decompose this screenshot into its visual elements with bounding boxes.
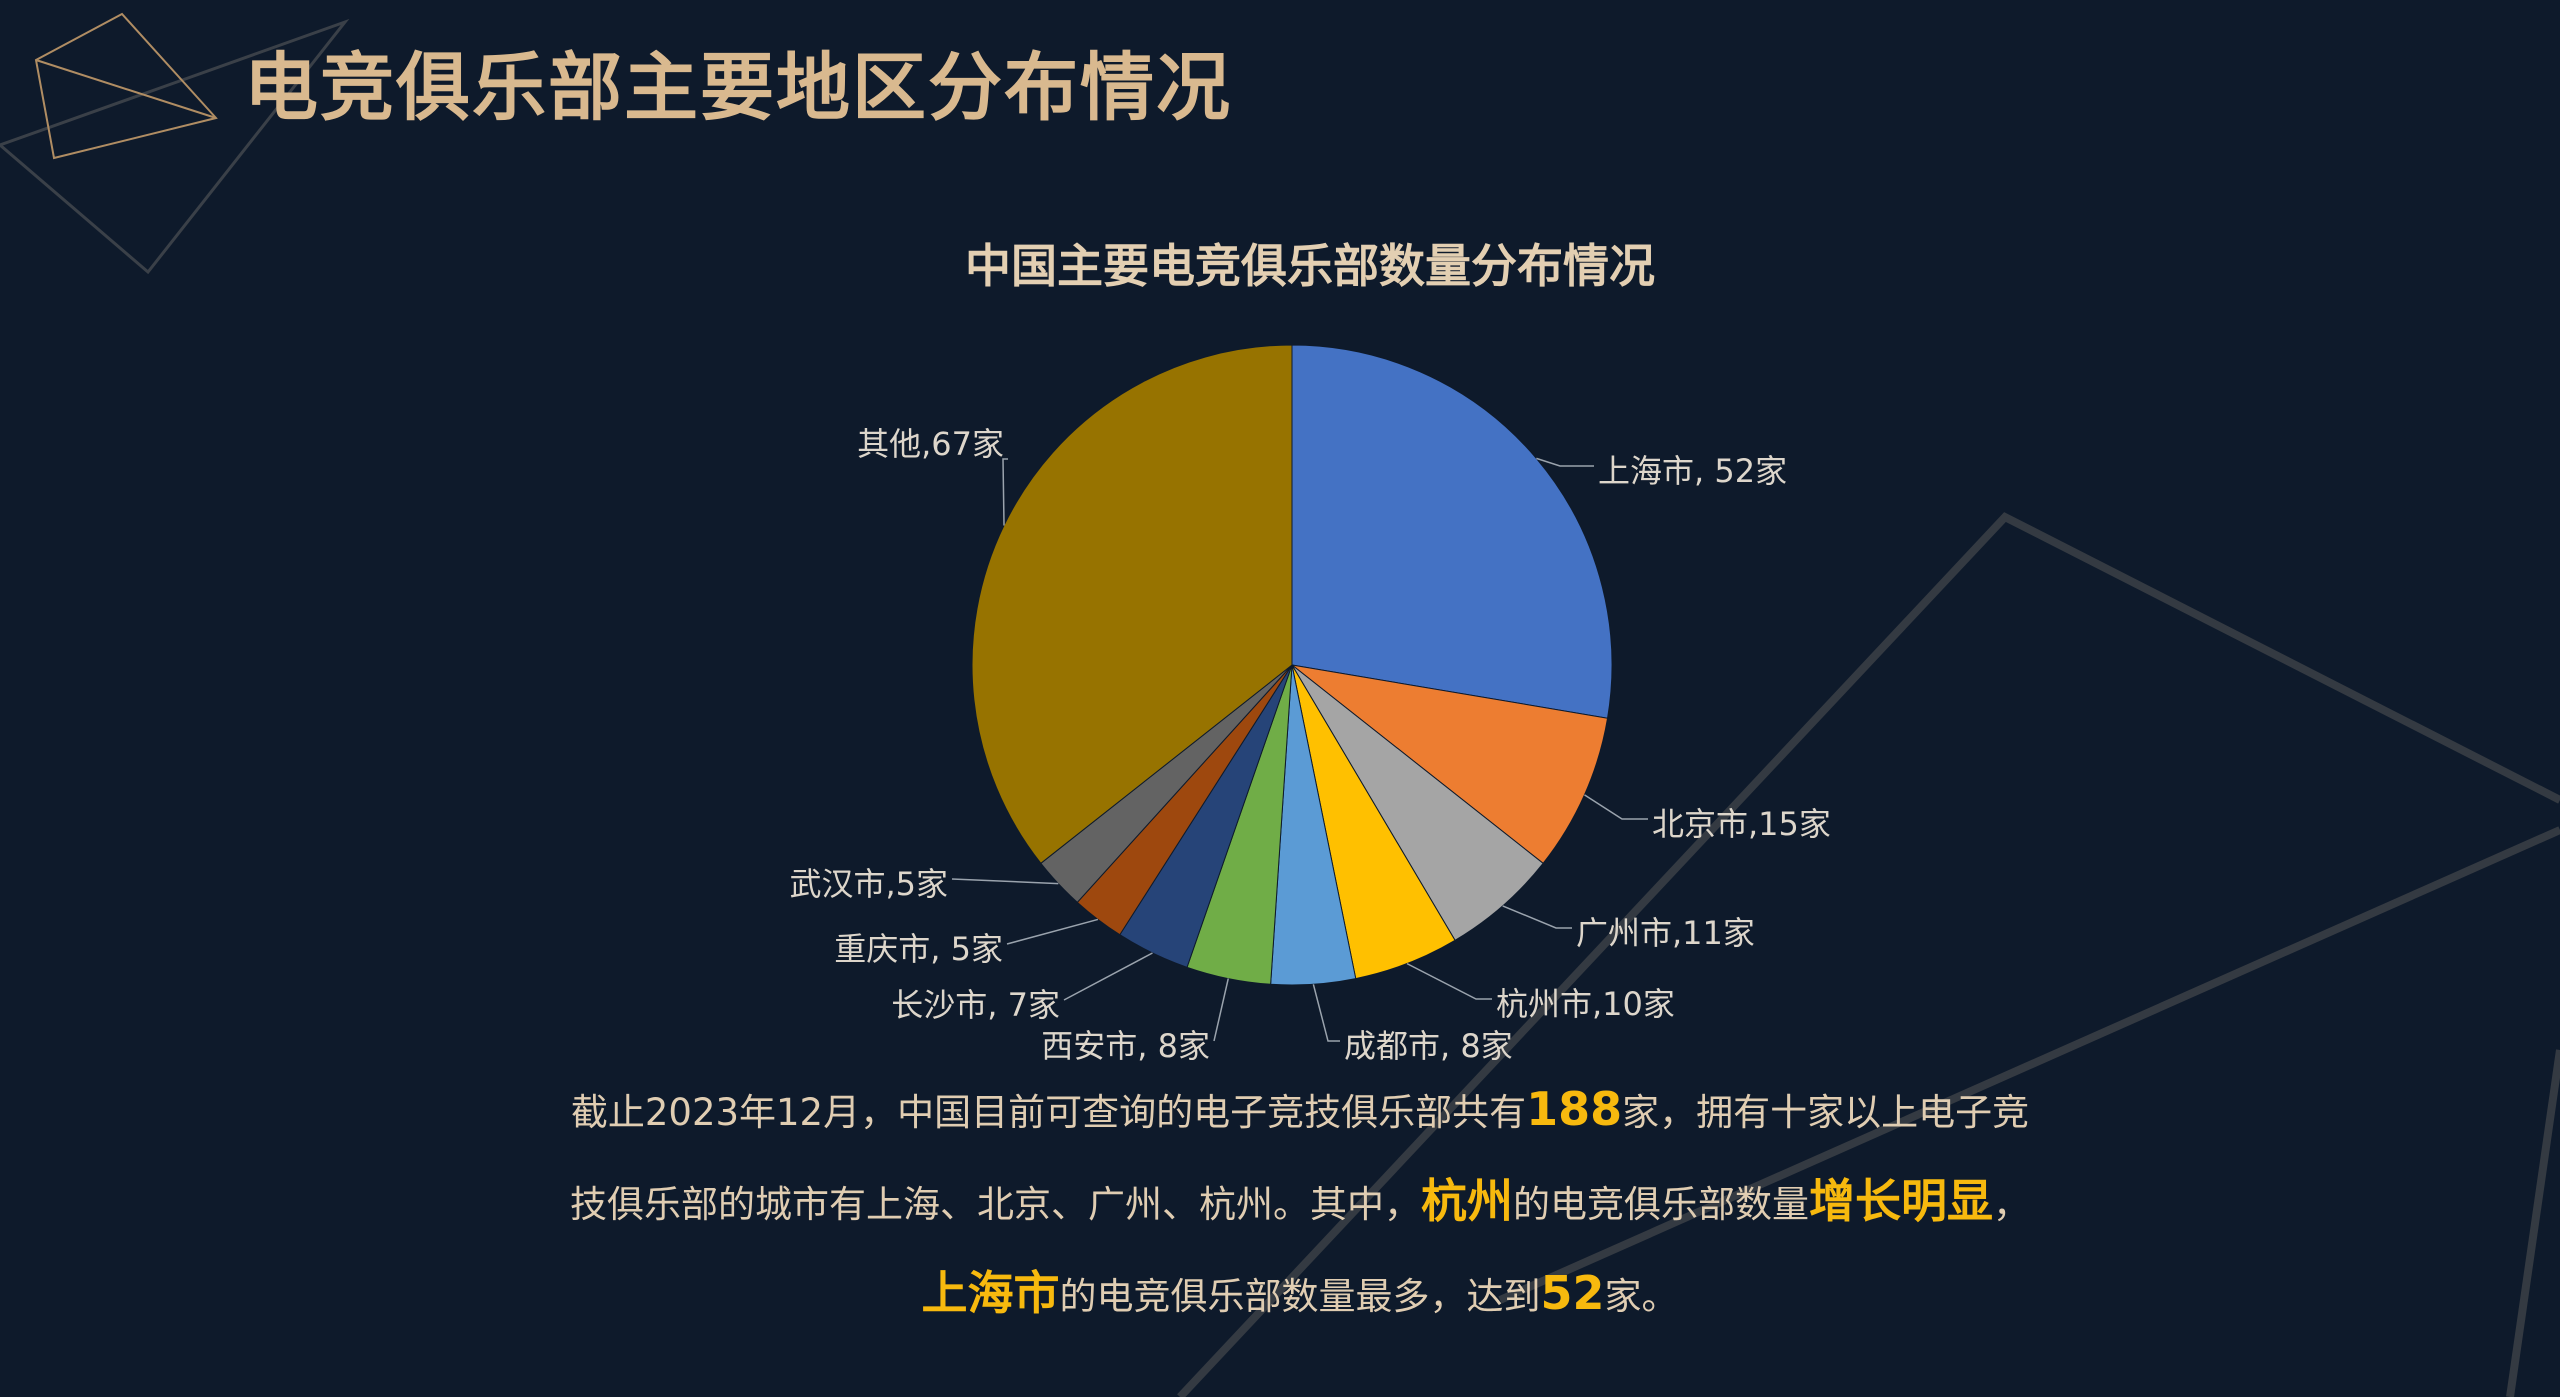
summary-line-3: 上海市的电竞俱乐部数量最多，达到52家。 [440,1249,2160,1341]
leader-line-7 [1006,918,1099,945]
page-title: 电竞俱乐部主要地区分布情况 [244,45,1232,131]
pie-slice-9 [971,344,1293,865]
data-label-4: 成都市, 8家 [1344,1027,1513,1065]
deco-line [35,59,217,119]
summary-text: 家。 [1604,1275,1679,1318]
data-label-8: 武汉市,5家 [789,865,948,903]
leader-line-9 [1002,458,1008,526]
data-label-7: 重庆市, 5家 [834,930,1003,968]
leader-line-3 [1406,962,1492,1000]
summary-line-2: 技俱乐部的城市有上海、北京、广州、杭州。其中，杭州的电竞俱乐部数量增长明显， [440,1157,2160,1249]
summary-highlight-growth: 增长明显 [1809,1174,1993,1228]
leader-line-6 [1063,952,1153,1001]
summary-text: 的电竞俱乐部数量最多，达到 [1059,1275,1541,1318]
summary-total-count: 188 [1526,1082,1623,1136]
summary-highlight-hangzhou: 杭州 [1421,1174,1513,1228]
summary-paragraph: 截止2023年12月，中国目前可查询的电子竞技俱乐部共有188家，拥有十家以上电… [440,1065,2160,1341]
data-label-6: 长沙市, 7家 [891,986,1060,1024]
pie-slice-0 [1291,344,1613,719]
data-label-2: 广州市,11家 [1576,914,1755,952]
data-label-9: 其他,67家 [857,425,1004,463]
leader-line-1 [1584,794,1648,820]
summary-text: 家，拥有十家以上电子竞 [1622,1091,2030,1134]
data-label-1: 北京市,15家 [1652,805,1831,843]
deco-triangle-outline [0,18,350,275]
data-label-3: 杭州市,10家 [1496,985,1675,1023]
leader-line-5 [1213,978,1229,1042]
summary-text: 技俱乐部的城市有上海、北京、广州、杭州。其中， [570,1183,1421,1226]
deco-right-edge [2506,1049,2560,1397]
pie-slice-1 [1291,664,1609,865]
summary-text: 的电竞俱乐部数量 [1513,1183,1809,1226]
summary-text: 截止2023年12月，中国目前可查询的电子竞技俱乐部共有 [570,1091,1527,1134]
summary-text: ， [1993,1183,2030,1226]
summary-line-1: 截止2023年12月，中国目前可查询的电子竞技俱乐部共有188家，拥有十家以上电… [440,1065,2160,1157]
data-label-5: 西安市, 8家 [1041,1027,1210,1065]
leader-line-2 [1502,905,1572,929]
leader-line-8 [951,878,1059,885]
summary-shanghai-count: 52 [1540,1266,1605,1320]
leader-line-0 [1536,457,1594,467]
deco-big-triangle [1177,512,2560,1397]
deco-diagonal [1498,826,2560,1304]
leader-line-4 [1312,984,1340,1042]
data-label-0: 上海市, 52家 [1598,452,1787,490]
summary-highlight-shanghai: 上海市 [921,1266,1060,1320]
chart-title: 中国主要电竞俱乐部数量分布情况 [965,239,1655,293]
